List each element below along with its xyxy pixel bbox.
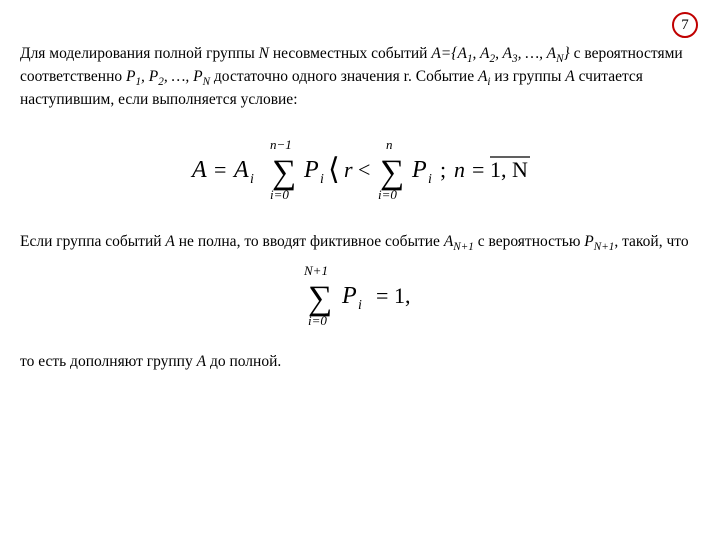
var-N: N (259, 45, 269, 62)
sub: N+1 (594, 241, 615, 253)
formula-1: A = A i ∑ n−1 i=0 P i ⟨ r < ∑ n i=0 P i … (20, 133, 700, 208)
text: из группы (491, 68, 566, 85)
f1-Ai: A (232, 157, 249, 183)
f1-lt: ⟨ (328, 153, 340, 186)
text: , такой, что (614, 233, 688, 250)
text: достаточно одного значения r. Событие (210, 68, 478, 85)
var-Aset: A={A (431, 45, 467, 62)
page-content: Для моделирования полной группы N несовм… (20, 44, 700, 375)
f1-sep: ; (440, 157, 446, 182)
f1-rng: 1, N (490, 157, 528, 182)
f1-i: i (250, 172, 254, 187)
sub: N+1 (453, 241, 474, 253)
f1-A: A (190, 157, 207, 183)
text: то есть дополняют группу (20, 353, 197, 370)
sigma-icon: ∑ (308, 280, 332, 317)
sub: N (556, 53, 563, 65)
f1-s2bot: i=0 (378, 187, 397, 202)
f1-Pi2: P (411, 157, 427, 183)
f1-Pi: i (320, 172, 324, 187)
text: , A (495, 45, 512, 62)
text: до полной. (206, 353, 281, 370)
text: , P (141, 68, 158, 85)
paragraph-3: то есть дополняют группу A до полной. (20, 352, 700, 373)
text: Для моделирования полной группы (20, 45, 259, 62)
sigma-icon: ∑ (272, 154, 296, 191)
f2-top: N+1 (303, 263, 328, 278)
text: , A (473, 45, 490, 62)
var-Pn1: P (584, 233, 593, 250)
page-number-badge: 7 (672, 12, 698, 38)
f1-s1bot: i=0 (270, 187, 289, 202)
text: Если группа событий (20, 233, 165, 250)
formula-2: ∑ N+1 i=0 P i = 1, (20, 261, 700, 334)
f1-s1top: n−1 (270, 137, 292, 152)
paragraph-1: Для моделирования полной группы N несовм… (20, 44, 700, 111)
var-A: A (565, 68, 574, 85)
var-A: A (197, 353, 206, 370)
f2-Pi: i (358, 298, 362, 313)
var-A: A (165, 233, 174, 250)
f1-eq: = (214, 157, 226, 182)
f1-P: P (303, 157, 319, 183)
f2-P: P (341, 283, 357, 309)
f2-one: 1, (394, 283, 411, 308)
text: , …, A (518, 45, 556, 62)
text: с вероятностью (474, 233, 584, 250)
f1-lt2: < (358, 157, 370, 182)
f2-bot: i=0 (308, 313, 327, 328)
paragraph-2: Если группа событий A не полна, то вводя… (20, 232, 700, 255)
sigma-icon: ∑ (380, 154, 404, 191)
f1-s2top: n (386, 137, 393, 152)
formula-1-svg: A = A i ∑ n−1 i=0 P i ⟨ r < ∑ n i=0 P i … (180, 133, 540, 203)
formula-2-svg: ∑ N+1 i=0 P i = 1, (280, 261, 440, 329)
page-number: 7 (681, 17, 689, 34)
text: , …, P (164, 68, 203, 85)
f1-eq2: = (472, 157, 484, 182)
text: несовместных событий (269, 45, 431, 62)
f1-r: r (344, 157, 353, 182)
sub: N (203, 76, 210, 88)
f1-Pi2s: i (428, 172, 432, 187)
var-Ai: A (478, 68, 487, 85)
var-An1: A (444, 233, 453, 250)
f2-eq: = (376, 283, 388, 308)
f1-n: n (454, 157, 465, 182)
text: не полна, то вводят фиктивное событие (175, 233, 444, 250)
